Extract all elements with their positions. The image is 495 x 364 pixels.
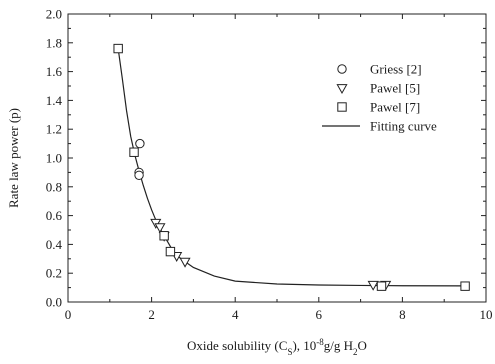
y-tick-label: 2.0 [46, 7, 62, 22]
x-tick-label: 4 [232, 307, 239, 322]
y-tick-label: 1.2 [46, 122, 62, 137]
x-tick-label: 0 [65, 307, 72, 322]
pawel-5-point [154, 223, 166, 234]
x-axis-label: Oxide solubility (CS), 10-8g/g H2O [187, 337, 367, 357]
x-tick-label: 10 [480, 307, 493, 322]
y-axis: 0.0 0.2 0.4 0.6 0.8 1.0 1.2 1.4 1.6 1.8 2.0 [46, 7, 486, 310]
legend-swatch-triangle-down [336, 84, 348, 95]
legend-label: Pawel [7] [370, 100, 420, 115]
x-tick-label: 2 [148, 307, 155, 322]
y-tick-label: 1.6 [46, 64, 63, 79]
x-axis: 0 2 4 6 8 10 [65, 14, 493, 322]
y-tick-label: 0.4 [46, 237, 63, 252]
y-axis-label: Rate law power (p) [6, 108, 21, 208]
pawel-7-point [159, 231, 169, 241]
legend-label: Fitting curve [370, 119, 437, 134]
pawel-7-point [376, 281, 387, 291]
y-tick-label: 1.0 [46, 151, 62, 166]
x-tick-label: 8 [399, 307, 406, 322]
legend-label: Griess [2] [370, 62, 422, 77]
pawel-7-point [460, 281, 470, 291]
series-layer [113, 43, 470, 291]
pawel-7-point [165, 246, 176, 257]
griess-point [134, 170, 144, 180]
plot-frame [67, 13, 487, 303]
pawel-5-point [179, 257, 191, 268]
y-tick-label: 0.8 [46, 179, 62, 194]
y-tick-label: 0.0 [46, 295, 62, 310]
legend-swatch-circle [337, 64, 347, 74]
legend-swatch-square [337, 102, 347, 112]
y-tick-label: 0.6 [46, 208, 63, 223]
legend-label: Pawel [5] [370, 81, 420, 96]
y-tick-label: 1.8 [46, 35, 62, 50]
griess-point [135, 138, 145, 149]
pawel-7-point [113, 43, 123, 54]
y-tick-label: 0.2 [46, 266, 62, 281]
legend: Griess [2] Pawel [5] Pawel [7] Fitting curv… [322, 62, 437, 134]
x-tick-label: 6 [316, 307, 323, 322]
pawel-5-point [367, 280, 379, 291]
plot-area [67, 13, 487, 303]
y-tick-label: 1.4 [46, 93, 63, 108]
pawel-7-point [129, 147, 139, 157]
